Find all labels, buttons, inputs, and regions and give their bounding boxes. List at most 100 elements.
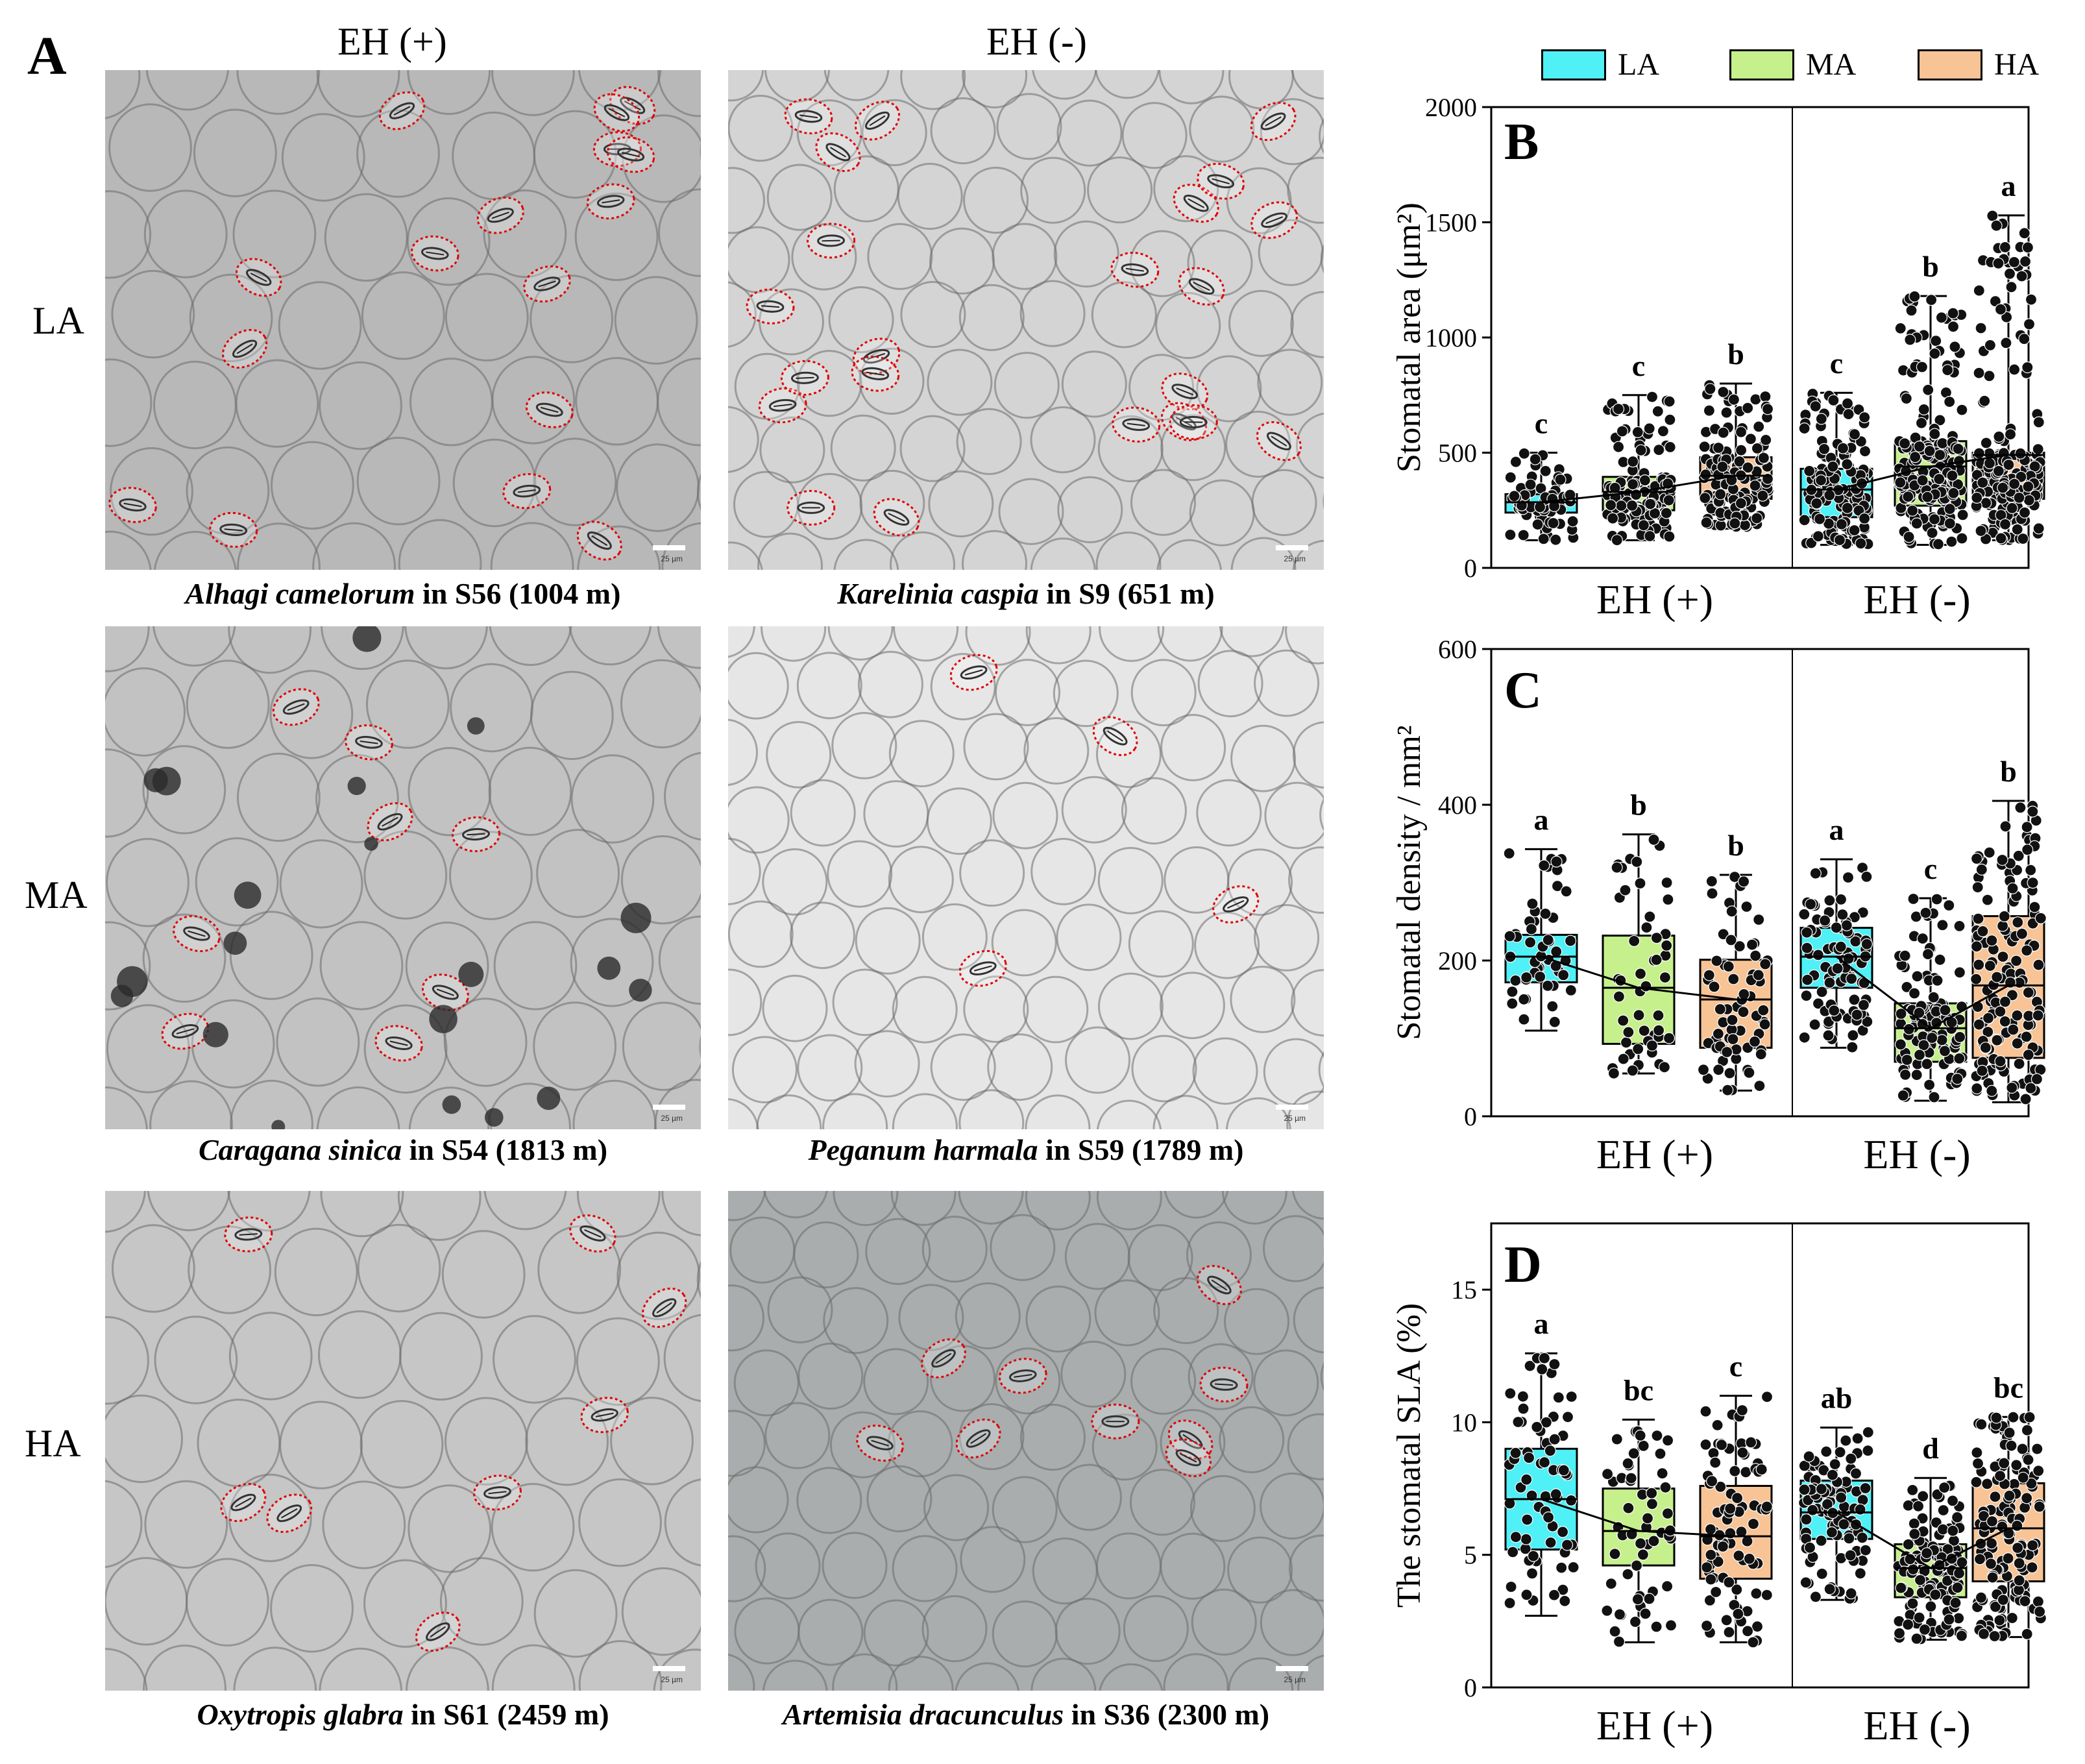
- data-point: [2001, 1527, 2014, 1539]
- data-point: [1855, 957, 1868, 970]
- data-point: [2011, 864, 2023, 876]
- data-point: [1648, 491, 1660, 503]
- data-point: [1607, 1067, 1620, 1079]
- data-point: [2032, 1595, 2044, 1608]
- data-point: [1830, 487, 1842, 500]
- panel-letter: C: [1504, 662, 1542, 719]
- micrograph-image: 25 µm: [105, 626, 701, 1129]
- data-point: [1917, 1540, 1930, 1552]
- data-point: [1509, 928, 1522, 940]
- data-point: [1659, 971, 1671, 984]
- data-point: [1504, 471, 1517, 484]
- data-point: [1735, 426, 1748, 438]
- data-point: [1746, 938, 1759, 951]
- data-point: [2033, 1499, 2045, 1511]
- plot-frame: [1490, 1222, 2030, 1689]
- data-point: [2028, 939, 2040, 952]
- micrograph-image: 25 µm: [105, 70, 701, 570]
- data-point: [1986, 1516, 1999, 1528]
- data-point: [2015, 1547, 2027, 1560]
- stoma-outline: [266, 1493, 313, 1533]
- data-point: [1901, 441, 1913, 454]
- data-point: [1917, 465, 1929, 478]
- data-point: [1997, 950, 2009, 963]
- data-point: [1622, 1459, 1635, 1471]
- data-point: [2020, 269, 2032, 281]
- data-point: [1745, 501, 1757, 513]
- data-point: [1725, 474, 1738, 486]
- data-point: [1561, 472, 1573, 485]
- data-point: [1659, 492, 1671, 505]
- data-point: [1534, 970, 1546, 983]
- data-point: [1736, 994, 1748, 1006]
- data-point: [1828, 472, 1841, 485]
- data-point: [1971, 929, 1984, 942]
- data-point: [1805, 924, 1817, 936]
- data-point: [1711, 462, 1723, 474]
- data-point: [1897, 471, 1909, 483]
- data-point: [1933, 1528, 1945, 1541]
- data-point: [1990, 1412, 2003, 1424]
- data-point: [2003, 1427, 2016, 1439]
- data-point: [1928, 972, 1940, 985]
- data-point: [1946, 1564, 1958, 1576]
- data-point: [1602, 489, 1614, 502]
- data-point: [1971, 456, 1983, 468]
- data-point: [1548, 1464, 1560, 1476]
- stoma-outline: [998, 1358, 1047, 1394]
- data-point: [1842, 927, 1855, 940]
- data-point: [1908, 479, 1921, 492]
- data-point: [1720, 478, 1733, 491]
- data-point: [1953, 1612, 1965, 1624]
- data-point: [1995, 859, 2008, 871]
- data-point: [1538, 1352, 1550, 1364]
- data-point: [1664, 1532, 1677, 1545]
- data-point: [1902, 491, 1914, 503]
- data-point: [1546, 1520, 1559, 1532]
- data-point: [1893, 1632, 1906, 1644]
- data-point: [1655, 474, 1668, 486]
- significance-letter: bc: [1624, 1373, 1653, 1406]
- data-point: [1609, 405, 1622, 417]
- data-point: [1617, 1014, 1629, 1027]
- data-point: [1853, 491, 1866, 504]
- box-la: [1799, 1479, 1873, 1540]
- data-point: [1527, 1550, 1539, 1562]
- data-point: [1843, 484, 1855, 496]
- data-point: [1633, 1009, 1645, 1022]
- data-point: [1535, 482, 1547, 495]
- data-point: [1909, 432, 1921, 444]
- data-point: [1904, 1609, 1916, 1621]
- data-point: [1646, 391, 1659, 403]
- data-point: [1630, 489, 1642, 501]
- data-point: [1547, 1410, 1559, 1423]
- data-point: [1518, 447, 1530, 459]
- data-point: [1999, 531, 2011, 543]
- data-point: [1701, 1534, 1714, 1546]
- data-point: [1913, 440, 1925, 453]
- data-point: [1823, 906, 1835, 918]
- data-point: [1859, 943, 1872, 955]
- data-point: [1609, 1548, 1621, 1560]
- data-point: [1840, 1505, 1852, 1517]
- data-point: [1646, 493, 1658, 506]
- data-point: [1708, 981, 1720, 993]
- data-point: [1735, 509, 1747, 522]
- data-point: [1851, 932, 1864, 944]
- data-point: [1709, 423, 1722, 435]
- data-point: [2004, 875, 2016, 887]
- data-point: [1723, 471, 1735, 483]
- data-point: [1661, 1507, 1674, 1520]
- data-point: [2010, 1459, 2023, 1471]
- data-point: [1916, 361, 1928, 373]
- data-point: [1751, 512, 1763, 524]
- data-point: [1714, 1480, 1727, 1493]
- data-point: [1957, 509, 1969, 521]
- data-point: [1805, 537, 1818, 549]
- data-point: [1842, 970, 1854, 982]
- data-point: [2019, 450, 2031, 463]
- data-point: [1938, 484, 1951, 497]
- data-point: [1859, 522, 1871, 535]
- data-point: [1663, 1530, 1675, 1542]
- stoma-outline: [592, 131, 642, 167]
